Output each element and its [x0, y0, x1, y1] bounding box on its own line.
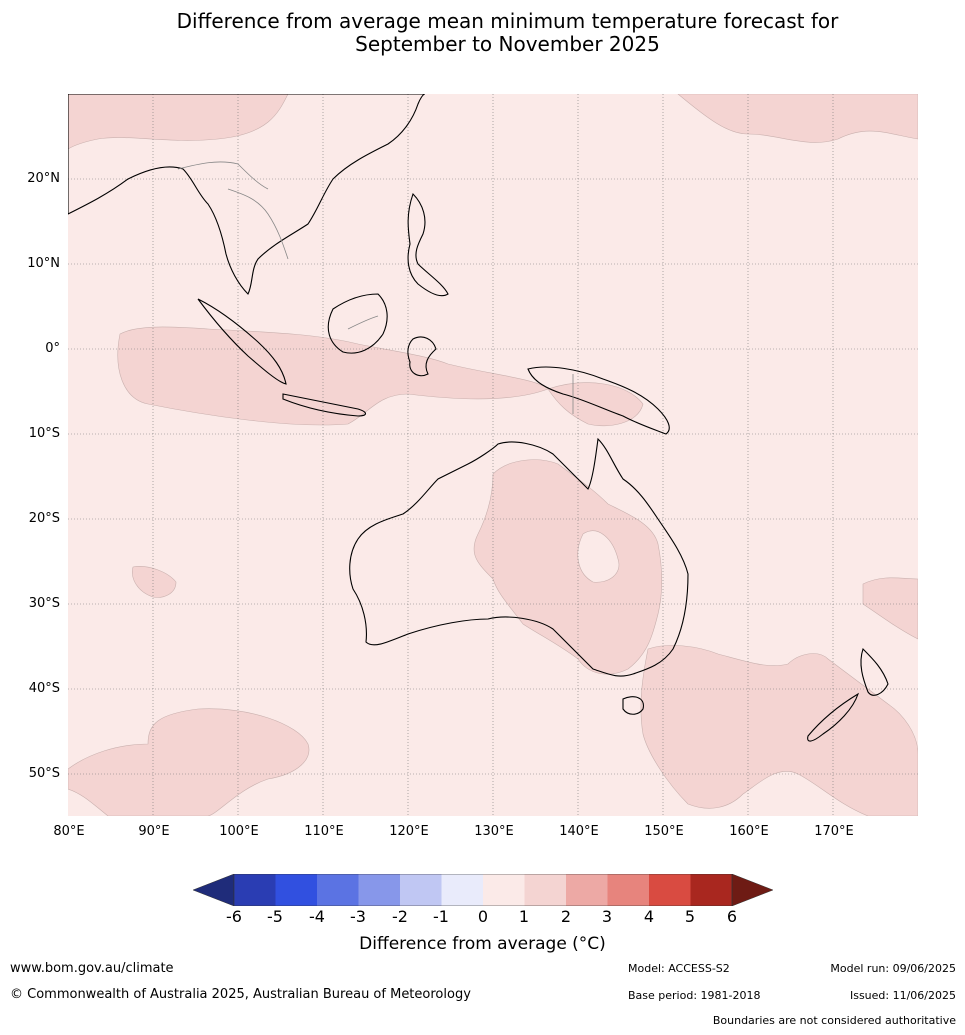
title-line-2: September to November 2025: [355, 32, 660, 56]
cbar-tick-3: 3: [601, 907, 613, 926]
model-name: Model: ACCESS-S2: [628, 962, 730, 975]
cbar-tick-4: 4: [643, 907, 655, 926]
cbar-tick-neg6: -6: [226, 907, 242, 926]
colorbar-bin-4: [358, 874, 400, 906]
page-title: Difference from average mean minimum tem…: [0, 10, 965, 56]
forecast-map: [68, 94, 918, 816]
colorbar-bin-3: [317, 874, 359, 906]
colorbar-frame: [233, 874, 733, 906]
cbar-tick-neg3: -3: [350, 907, 366, 926]
lon-label-160e: 160°E: [729, 824, 769, 839]
cbar-tick-6: 6: [726, 907, 738, 926]
lat-label-20s: 20°S: [28, 511, 60, 526]
lon-label-80e: 80°E: [53, 824, 85, 839]
colorbar-arrow-high: [731, 874, 773, 906]
lon-label-120e: 120°E: [389, 824, 429, 839]
lat-label-10n: 10°N: [27, 256, 60, 271]
lon-label-100e: 100°E: [219, 824, 259, 839]
copyright-text: © Commonwealth of Australia 2025, Austra…: [10, 987, 471, 1002]
lat-label-40s: 40°S: [28, 681, 60, 696]
base-period: Base period: 1981-2018: [628, 989, 761, 1002]
cbar-tick-1: 1: [518, 907, 530, 926]
lat-label-30s: 30°S: [28, 596, 60, 611]
colorbar-bin-8: [524, 874, 566, 906]
lon-label-110e: 110°E: [304, 824, 344, 839]
colorbar-bin-1: [234, 874, 276, 906]
colorbar-arrow-low: [193, 874, 235, 906]
lon-label-150e: 150°E: [644, 824, 684, 839]
lat-label-0: 0°: [45, 341, 60, 356]
cbar-tick-0: 0: [477, 907, 489, 926]
cbar-tick-neg4: -4: [309, 907, 325, 926]
graticule: [68, 94, 918, 816]
country-boundaries: [177, 161, 574, 414]
colorbar-bin-12: [690, 874, 732, 906]
colorbar-bin-10: [607, 874, 649, 906]
colorbar-bin-9: [566, 874, 608, 906]
colorbar-bin-2: [275, 874, 317, 906]
lon-label-140e: 140°E: [559, 824, 599, 839]
lon-label-170e: 170°E: [814, 824, 854, 839]
cbar-tick-neg5: -5: [267, 907, 283, 926]
colorbar-title: Difference from average (°C): [359, 934, 606, 954]
colorbar: [193, 874, 773, 906]
title-line-1: Difference from average mean minimum tem…: [176, 9, 839, 33]
colorbar-bin-11: [649, 874, 691, 906]
issued-date: Issued: 11/06/2025: [849, 989, 956, 1002]
coastlines: [68, 94, 889, 742]
cbar-tick-2: 2: [560, 907, 572, 926]
lat-label-20n: 20°N: [27, 171, 60, 186]
lat-label-10s: 10°S: [28, 426, 60, 441]
cbar-tick-5: 5: [684, 907, 696, 926]
lon-label-130e: 130°E: [474, 824, 514, 839]
lat-label-50s: 50°S: [28, 766, 60, 781]
colorbar-bin-5: [400, 874, 442, 906]
anomaly-shading: [68, 94, 918, 816]
website-link[interactable]: www.bom.gov.au/climate: [10, 961, 174, 976]
lon-label-90e: 90°E: [138, 824, 170, 839]
boundary-disclaimer: Boundaries are not considered authoritat…: [712, 1014, 956, 1027]
cbar-tick-neg2: -2: [392, 907, 408, 926]
colorbar-bin-7: [483, 874, 525, 906]
cbar-tick-neg1: -1: [433, 907, 449, 926]
model-run-date: Model run: 09/06/2025: [830, 962, 956, 975]
colorbar-bin-6: [441, 874, 483, 906]
